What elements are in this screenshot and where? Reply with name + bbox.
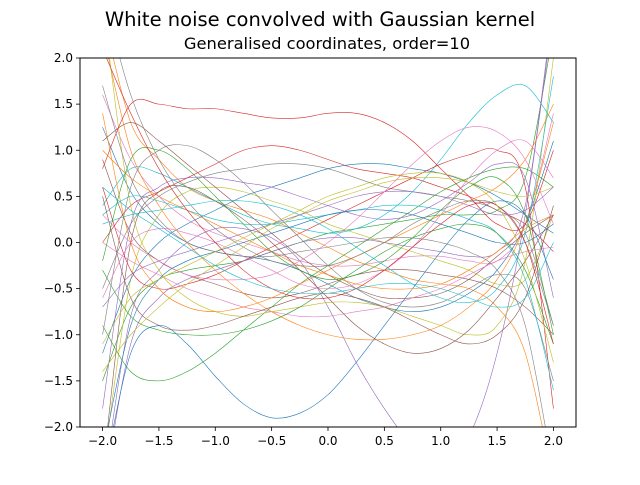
series-line-40: [102, 186, 554, 308]
series-line-3: [102, 58, 549, 381]
x-tick-label: −1.0: [201, 434, 230, 448]
y-tick-label: 0.0: [54, 236, 73, 250]
series-line-29: [102, 177, 554, 372]
series-group: [102, 58, 554, 427]
x-tick-label: 1.5: [488, 434, 507, 448]
y-tick-label: −2.0: [44, 420, 73, 434]
y-tick-label: −1.5: [44, 374, 73, 388]
series-line-32: [102, 150, 554, 290]
series-line-39: [102, 172, 554, 363]
y-tick-label: 1.0: [54, 143, 73, 157]
chart-title: Generalised coordinates, order=10: [184, 34, 470, 53]
series-line-33: [102, 147, 554, 335]
series-line-38: [102, 85, 546, 427]
y-tick-label: 1.5: [54, 97, 73, 111]
series-line-30: [102, 76, 554, 304]
series-line-9: [108, 186, 554, 427]
series-line-22: [102, 103, 554, 312]
series-line-27: [102, 139, 554, 298]
series-line-10: [102, 84, 554, 234]
y-tick-label: −0.5: [44, 282, 73, 296]
series-line-4: [102, 145, 554, 252]
y-tick-label: 0.5: [54, 189, 73, 203]
x-tick-label: 1.0: [431, 434, 450, 448]
x-axis: −2.0 −1.5 −1.0 −0.5 0.0 0.5 1.0 1.5 2.0: [88, 427, 563, 448]
series-line-28: [119, 58, 554, 326]
x-tick-label: 0.0: [318, 434, 337, 448]
series-line-12: [108, 58, 554, 341]
series-line-19: [109, 58, 554, 336]
x-tick-label: 2.0: [544, 434, 563, 448]
series-line-37: [102, 126, 554, 281]
series-line-17: [102, 242, 554, 318]
y-axis: −2.0 −1.5 −1.0 −0.5 0.0 0.5 1.0 1.5 2.0: [44, 51, 80, 434]
x-tick-label: −0.5: [257, 434, 286, 448]
series-line-5: [111, 58, 548, 427]
y-tick-label: 2.0: [54, 51, 73, 65]
series-line-18: [102, 144, 554, 381]
series-line-31: [113, 200, 554, 427]
x-tick-label: −1.5: [144, 434, 173, 448]
y-tick-label: −1.0: [44, 328, 73, 342]
series-line-24: [102, 98, 554, 231]
series-line-35: [102, 186, 554, 308]
series-line-36: [107, 185, 554, 427]
x-tick-label: 0.5: [375, 434, 394, 448]
chart-suptitle: White noise convolved with Gaussian kern…: [105, 8, 535, 31]
x-tick-label: −2.0: [88, 434, 117, 448]
series-line-21: [107, 209, 554, 427]
